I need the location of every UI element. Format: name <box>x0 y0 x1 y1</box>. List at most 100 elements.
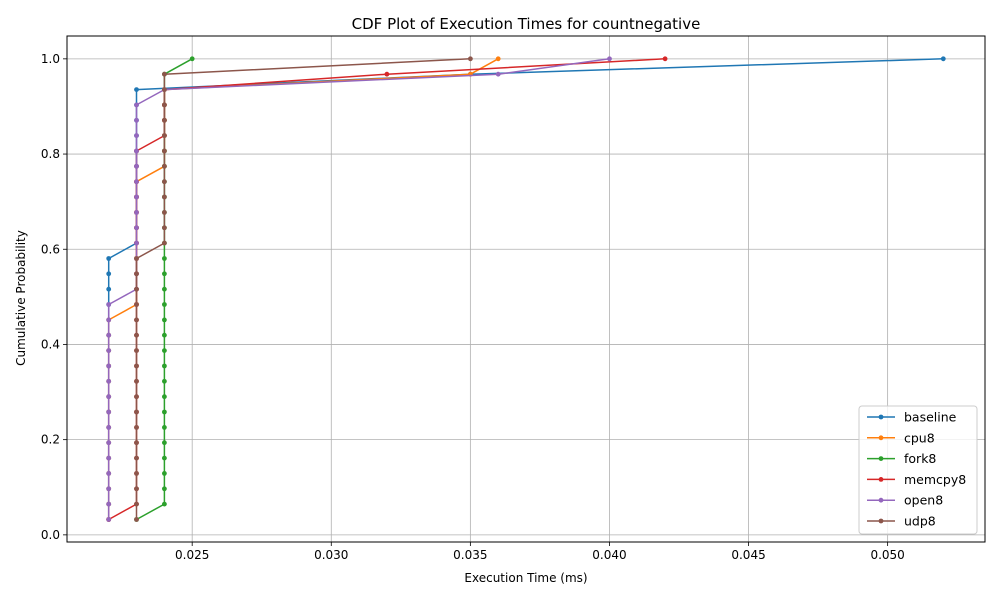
legend-label: baseline <box>904 410 957 425</box>
data-point <box>134 302 139 307</box>
data-point <box>495 71 501 77</box>
legend-marker <box>878 518 884 524</box>
series-layer <box>106 56 946 522</box>
data-point <box>162 133 167 139</box>
data-point <box>134 363 139 369</box>
data-point <box>162 210 167 215</box>
plot-frame <box>66 35 986 543</box>
data-point <box>468 56 473 62</box>
legend-marker <box>878 456 884 461</box>
legend: baseline cpu8 fork8 memcpy8 open8 udp8 <box>858 405 978 535</box>
data-point <box>134 317 139 323</box>
data-point <box>607 56 612 62</box>
data-point <box>162 471 167 476</box>
legend-item-fork8: fork8 <box>867 451 936 466</box>
x-tick-label: 0.030 <box>314 548 348 562</box>
data-point <box>134 240 139 246</box>
y-tick-label: 0.8 <box>41 147 60 161</box>
data-point <box>162 486 167 492</box>
data-point <box>162 271 167 277</box>
data-point <box>134 471 139 476</box>
data-point <box>162 102 167 108</box>
data-point <box>134 348 139 353</box>
data-point <box>134 225 139 231</box>
y-axis-label: Cumulative Probability <box>14 230 28 366</box>
data-point <box>162 363 167 369</box>
data-point <box>106 302 112 307</box>
y-tick-label: 1.0 <box>41 52 60 66</box>
data-point <box>162 117 167 123</box>
data-point <box>162 348 167 353</box>
legend-marker <box>878 435 884 441</box>
data-point <box>106 363 112 369</box>
data-point <box>384 71 390 77</box>
data-point <box>106 440 112 446</box>
data-point <box>134 87 139 92</box>
data-point <box>134 133 139 139</box>
data-point <box>106 378 112 384</box>
data-point <box>134 378 139 384</box>
data-point <box>106 348 112 353</box>
data-point <box>940 56 946 62</box>
data-point <box>134 102 139 108</box>
data-point <box>162 240 167 246</box>
legend-marker <box>878 414 884 420</box>
data-point <box>134 256 139 261</box>
legend-label: udp8 <box>904 514 936 529</box>
legend-label: memcpy8 <box>904 472 966 487</box>
data-point <box>189 56 195 62</box>
legend-item-memcpy8: memcpy8 <box>867 472 966 487</box>
x-tick-label: 0.050 <box>870 548 904 562</box>
data-point <box>134 286 139 292</box>
legend-label: fork8 <box>904 451 936 466</box>
data-point <box>162 440 167 446</box>
y-tick-label: 0.6 <box>41 242 60 256</box>
legend-marker <box>878 497 884 503</box>
data-point <box>106 394 112 400</box>
y-axis-ticks: 0.0 0.2 0.4 0.6 0.8 1.0 <box>41 52 67 542</box>
data-point <box>106 455 112 461</box>
y-tick-label: 0.4 <box>41 337 60 351</box>
data-point <box>134 163 139 169</box>
data-point <box>106 409 112 415</box>
legend-item-cpu8: cpu8 <box>867 430 935 445</box>
data-point <box>134 271 139 277</box>
data-point <box>662 56 668 62</box>
data-point <box>162 302 167 307</box>
legend-label: open8 <box>904 493 943 508</box>
y-tick-label: 0.2 <box>41 433 60 447</box>
data-point <box>495 56 501 62</box>
y-tick-label: 0.0 <box>41 528 60 542</box>
legend-item-udp8: udp8 <box>867 514 936 529</box>
data-point <box>134 425 139 430</box>
data-point <box>162 163 167 169</box>
x-tick-label: 0.045 <box>731 548 765 562</box>
data-point <box>134 486 139 492</box>
data-point <box>134 117 139 123</box>
x-tick-label: 0.035 <box>453 548 487 562</box>
data-point <box>162 194 167 200</box>
data-point <box>162 501 167 507</box>
data-point <box>106 471 112 476</box>
data-point <box>134 409 139 415</box>
data-point <box>162 394 167 400</box>
grid-lines <box>67 36 985 542</box>
x-axis-ticks: 0.025 0.030 0.035 0.040 0.045 0.050 <box>175 542 905 562</box>
data-point <box>134 440 139 446</box>
data-point <box>162 71 167 77</box>
data-point <box>162 317 167 323</box>
data-point <box>162 225 167 231</box>
chart-title: CDF Plot of Execution Times for countneg… <box>352 15 701 33</box>
data-point <box>162 286 167 292</box>
data-point <box>134 332 139 338</box>
legend-label: cpu8 <box>904 430 935 445</box>
data-point <box>106 332 112 338</box>
data-point <box>134 148 139 154</box>
data-point <box>106 517 112 522</box>
legend-marker <box>878 477 884 482</box>
data-point <box>106 425 112 430</box>
x-tick-label: 0.025 <box>175 548 209 562</box>
x-tick-label: 0.040 <box>592 548 626 562</box>
